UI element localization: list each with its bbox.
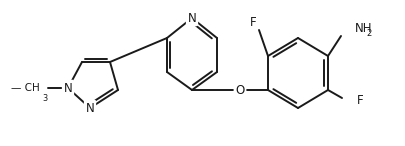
Text: F: F xyxy=(356,93,362,106)
Text: NH: NH xyxy=(354,21,371,34)
Text: N: N xyxy=(85,101,94,114)
Text: — CH: — CH xyxy=(11,83,40,93)
Text: N: N xyxy=(187,12,196,25)
Text: 3: 3 xyxy=(42,94,47,103)
Text: N: N xyxy=(64,81,72,94)
Text: O: O xyxy=(235,84,244,97)
Text: F: F xyxy=(249,15,256,28)
Text: 2: 2 xyxy=(365,28,371,38)
